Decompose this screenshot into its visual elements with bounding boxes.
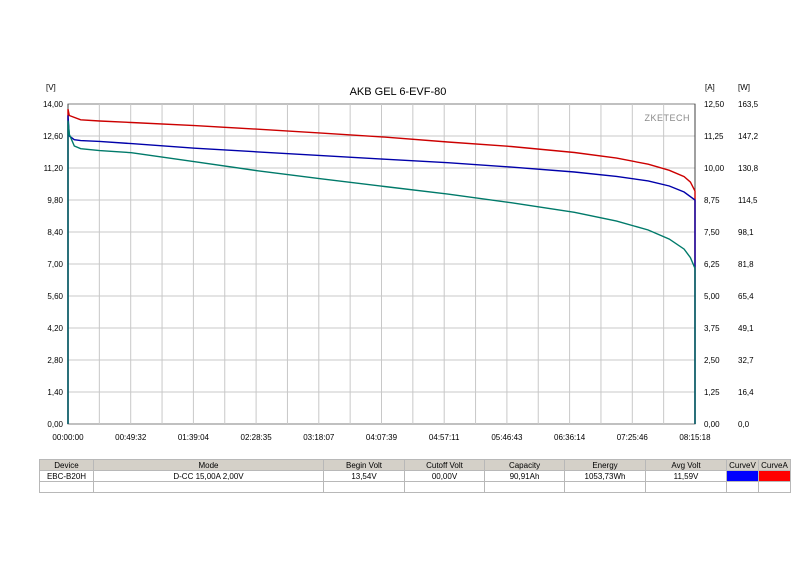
right-w-tick-label: 49,1	[738, 324, 754, 333]
right-axis-w-unit: [W]	[738, 83, 750, 92]
header-curve-a: CurveA	[758, 459, 791, 471]
right-w-tick-label: 114,5	[738, 196, 758, 205]
x-tick-label: 08:15:18	[679, 433, 711, 442]
right-a-tick-label: 12,50	[704, 100, 725, 109]
right-w-tick-label: 130,8	[738, 164, 759, 173]
right-w-tick-label: 32,7	[738, 356, 754, 365]
discharge-chart: 0,00 1,40 2,80 4,20 5,60 7,00 8,40 9,80 11,20 12,…	[43, 83, 759, 442]
right-w-tick-label: 65,4	[738, 292, 754, 301]
right-w-tick-label: 147,2	[738, 132, 759, 141]
right-a-tick-label: 8,75	[704, 196, 720, 205]
right-w-tick-label: 16,4	[738, 388, 754, 397]
results-header-row: Device Mode Begin Volt Cutoff Volt Capac…	[39, 459, 791, 471]
right-axis-w-ticks: 0,0 16,4 32,7 49,1 65,4 81,8 98,1 114,5 130,8 147…	[738, 100, 759, 429]
x-tick-label: 05:46:43	[491, 433, 523, 442]
left-tick-label: 11,20	[44, 164, 64, 173]
right-a-tick-label: 1,25	[704, 388, 720, 397]
right-a-tick-label: 3,75	[704, 324, 720, 333]
right-a-tick-label: 0,00	[704, 420, 720, 429]
x-tick-label: 00:49:32	[115, 433, 147, 442]
series-lines	[67, 108, 696, 424]
right-w-tick-label: 163,5	[738, 100, 759, 109]
left-axis-unit: [V]	[46, 83, 56, 92]
empty-cell	[39, 481, 94, 493]
left-tick-label: 8,40	[47, 228, 63, 237]
right-axis-a-ticks: 0,00 1,25 2,50 3,75 5,00 6,25 7,50 8,75 10,00 11,…	[704, 100, 725, 429]
grid	[67, 104, 696, 424]
cell-device: EBC-B20H	[39, 470, 94, 482]
header-cutoff-volt: Cutoff Volt	[404, 459, 485, 471]
right-a-tick-label: 11,25	[704, 132, 724, 141]
empty-cell	[93, 481, 324, 493]
empty-cell	[645, 481, 727, 493]
watermark: ZKETECH	[644, 113, 690, 123]
results-data-row: EBC-B20H D-CC 15,00A 2,00V 13,54V 00,00V…	[39, 470, 791, 482]
x-tick-label: 03:18:07	[303, 433, 335, 442]
header-curve-v: CurveV	[726, 459, 759, 471]
x-tick-label: 00:00:00	[52, 433, 84, 442]
empty-cell	[758, 481, 791, 493]
cell-energy: 1053,73Wh	[564, 470, 646, 482]
left-tick-label: 7,00	[47, 260, 63, 269]
right-a-tick-label: 5,00	[704, 292, 720, 301]
right-a-tick-label: 2,50	[704, 356, 720, 365]
x-tick-label: 04:57:11	[429, 433, 460, 442]
header-mode: Mode	[93, 459, 324, 471]
chart-title: AKB GEL 6-EVF-80	[350, 86, 447, 98]
x-tick-label: 01:39:04	[178, 433, 210, 442]
cell-mode: D-CC 15,00A 2,00V	[93, 470, 324, 482]
header-energy: Energy	[564, 459, 646, 471]
series-line-a	[67, 108, 696, 424]
left-tick-label: 1,40	[47, 388, 63, 397]
series-line-w	[67, 120, 696, 424]
right-a-tick-label: 6,25	[704, 260, 720, 269]
cell-cutoff-volt: 00,00V	[404, 470, 485, 482]
empty-cell	[726, 481, 759, 493]
empty-cell	[404, 481, 485, 493]
x-axis-ticks: 00:00:00 00:49:32 01:39:04 02:28:35 03:18:07…	[52, 433, 711, 442]
results-table: Device Mode Begin Volt Cutoff Volt Capac…	[39, 459, 791, 493]
x-tick-label: 04:07:39	[366, 433, 398, 442]
header-capacity: Capacity	[484, 459, 565, 471]
results-empty-row	[39, 481, 791, 493]
cell-avg-volt: 11,59V	[645, 470, 727, 482]
left-tick-label: 14,00	[43, 100, 64, 109]
empty-cell	[484, 481, 565, 493]
left-axis-ticks: 0,00 1,40 2,80 4,20 5,60 7,00 8,40 9,80 11,20 12,…	[43, 100, 64, 429]
header-avg-volt: Avg Volt	[645, 459, 727, 471]
right-w-tick-label: 0,0	[738, 420, 750, 429]
left-tick-label: 2,80	[47, 356, 63, 365]
right-w-tick-label: 81,8	[738, 260, 754, 269]
empty-cell	[323, 481, 405, 493]
header-begin-volt: Begin Volt	[323, 459, 405, 471]
left-tick-label: 4,20	[47, 324, 63, 333]
left-tick-label: 12,60	[43, 132, 64, 141]
cell-begin-volt: 13,54V	[323, 470, 405, 482]
left-tick-label: 9,80	[47, 196, 63, 205]
right-w-tick-label: 98,1	[738, 228, 754, 237]
cell-capacity: 90,91Ah	[484, 470, 565, 482]
curve-a-swatch[interactable]	[758, 470, 791, 482]
right-a-tick-label: 7,50	[704, 228, 720, 237]
left-tick-label: 0,00	[47, 420, 63, 429]
x-tick-label: 02:28:35	[241, 433, 273, 442]
header-device: Device	[39, 459, 94, 471]
series-line-v	[67, 115, 696, 424]
left-tick-label: 5,60	[47, 292, 63, 301]
empty-cell	[564, 481, 646, 493]
x-tick-label: 06:36:14	[554, 433, 586, 442]
right-a-tick-label: 10,00	[704, 164, 725, 173]
curve-v-swatch[interactable]	[726, 470, 759, 482]
x-tick-label: 07:25:46	[617, 433, 649, 442]
right-axis-a-unit: [A]	[705, 83, 715, 92]
